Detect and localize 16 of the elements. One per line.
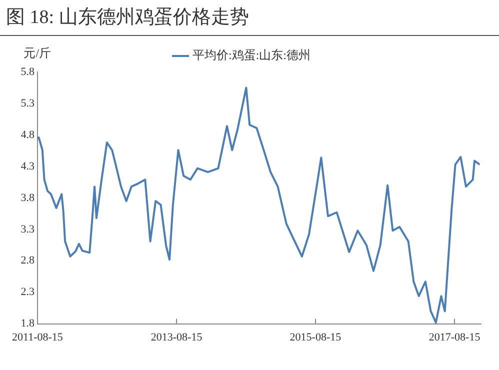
y-tick-label: 4.8 [20,128,35,141]
y-tick-label: 3.3 [20,223,35,236]
x-tick-label: 2017-08-15 [428,331,481,344]
x-tick-label: 2011-08-15 [12,331,64,344]
y-tick-label: 4.3 [20,160,35,172]
y-tick-label: 1.8 [20,318,35,330]
x-tick-label: 2015-08-15 [290,331,342,344]
y-axis-title: 元/斤 [24,46,52,60]
x-tick-label: 2013-08-15 [150,331,203,344]
y-tick-label: 2.3 [20,286,35,298]
y-tick-label: 5.3 [20,97,35,110]
chart-title: 图 18: 山东德州鸡蛋价格走势 [0,0,499,36]
y-tick-label: 3.8 [20,192,35,204]
y-tick-label: 5.8 [20,66,35,78]
legend-label: 平均价:鸡蛋:山东:德州 [192,48,311,62]
y-tick-label: 2.8 [20,254,35,267]
